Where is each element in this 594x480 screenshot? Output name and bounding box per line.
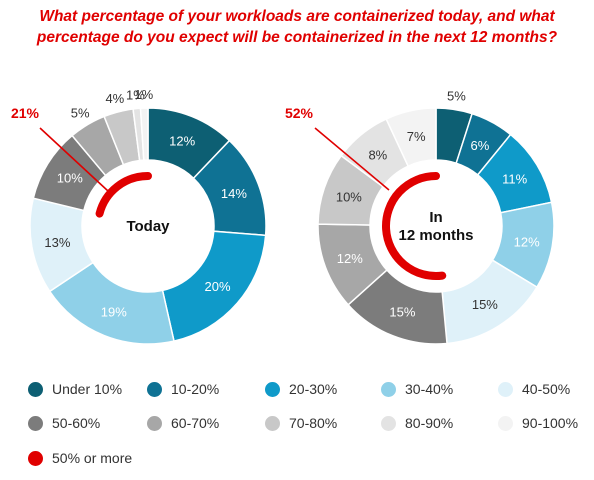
slice-value-label-6: 10% xyxy=(57,170,83,185)
slice-value-label-9: 1% xyxy=(126,88,145,103)
slice-value-label-10: 1% xyxy=(134,87,153,102)
slice-value-label-4: 12% xyxy=(514,235,540,250)
donut-chart-1: 12%14%20%19%13%10%5%4% 1%1%21%Today xyxy=(11,87,267,345)
slice-value-label-9: 8% xyxy=(368,148,387,163)
slice-value-label-10: 7% xyxy=(407,129,426,144)
donut-slice-10 xyxy=(385,107,437,168)
slice-value-label-5: 15% xyxy=(472,297,498,312)
highlight-arc xyxy=(382,172,447,280)
center-label-line-2: 12 months xyxy=(398,227,473,244)
slice-value-label-1: 12% xyxy=(169,134,195,149)
chart-title: What percentage of your workloads are co… xyxy=(0,6,594,48)
highlight-value-label: 52% xyxy=(285,105,314,121)
slice-value-label-2: 6% xyxy=(471,138,490,153)
highlight-arc xyxy=(95,172,152,218)
slice-value-label-8: 4% xyxy=(105,91,124,106)
slice-value-label-1: 5% xyxy=(447,89,466,104)
slice-value-label-4: 19% xyxy=(101,304,127,319)
slice-value-label-5: 13% xyxy=(44,235,70,250)
slice-value-label-7: 12% xyxy=(337,251,363,266)
highlight-callout-line xyxy=(314,127,390,191)
highlight-callout-line xyxy=(39,127,109,192)
slice-value-label-6: 15% xyxy=(389,305,415,320)
chart-title-line-2: percentage do you expect will be contain… xyxy=(36,29,558,46)
center-label-line-1: In xyxy=(429,209,442,226)
slice-value-label-3: 20% xyxy=(205,279,231,294)
center-label-line-1: Today xyxy=(126,218,170,235)
chart-title-line-1: What percentage of your workloads are co… xyxy=(39,8,555,25)
slice-value-label-8: 10% xyxy=(336,189,362,204)
slice-value-label-2: 14% xyxy=(221,186,247,201)
donut-slice-10 xyxy=(139,107,149,161)
slice-value-label-3: 11% xyxy=(502,171,527,186)
highlight-value-label: 21% xyxy=(11,105,40,121)
slice-value-label-7: 5% xyxy=(71,106,90,121)
